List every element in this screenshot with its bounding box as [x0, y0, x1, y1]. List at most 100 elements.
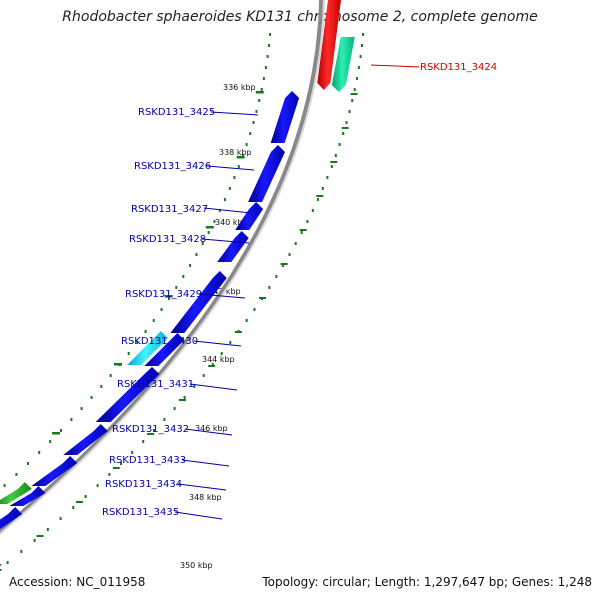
gene-label[interactable]: RSKD131_3429	[125, 289, 202, 300]
gene-leader-line	[193, 340, 242, 347]
gene-leader-line	[181, 459, 230, 467]
gene-rskd131_3425[interactable]	[270, 91, 300, 143]
outer-lane-dot	[120, 462, 122, 465]
gene-rskd131_3432[interactable]	[63, 424, 108, 455]
gene-label[interactable]: RSKD131_3425	[138, 107, 215, 118]
gene-rskd131_3434b[interactable]	[9, 486, 46, 506]
outer-lane-dot	[96, 484, 99, 487]
kbp-tick-label: 336 kbp	[223, 83, 256, 92]
inner-lane-dot	[237, 165, 240, 168]
outer-lane-dot	[59, 517, 62, 520]
gene-leader-line	[197, 293, 246, 299]
inner-lane-dot	[233, 176, 236, 179]
gene-rskd131_3426[interactable]	[248, 145, 285, 202]
inner-lane-dot	[258, 99, 261, 102]
inner-lane-dot	[245, 143, 248, 146]
inner-lane-dot	[15, 473, 18, 476]
inner-lane-dot	[3, 484, 6, 487]
gene-rskd131_3424b[interactable]	[331, 37, 355, 92]
gene-rskd131_3424[interactable]	[317, 0, 341, 90]
inner-lane-dot	[60, 429, 62, 432]
gene-leader-line	[174, 511, 223, 520]
outer-lane-dot	[361, 44, 363, 47]
outer-lane-dot	[353, 88, 356, 91]
outer-lane-dot	[311, 209, 314, 212]
outer-lane-dot	[153, 429, 155, 432]
gene-rskd131_3431[interactable]	[95, 367, 160, 422]
gene-rskd131_3427[interactable]	[235, 202, 264, 230]
gene-rskd131_3430[interactable]	[127, 331, 168, 365]
outer-lane-dot	[142, 440, 145, 443]
inner-lane-dot	[213, 220, 216, 223]
inner-lane-dot	[160, 308, 163, 311]
gene-label[interactable]: RSKD131_3433	[109, 455, 186, 466]
outer-lane-dot	[342, 132, 345, 135]
outer-lane-dot	[330, 165, 333, 168]
outer-lane-dot	[268, 286, 271, 289]
gene-rskd131_3434[interactable]	[0, 482, 32, 504]
gene-label[interactable]: RSKD131_3428	[129, 234, 206, 245]
topology-text: Topology: circular; Length: 1,297,647 bp…	[262, 575, 592, 589]
inner-lane-dot	[228, 187, 231, 190]
inner-lane-dot	[218, 209, 221, 212]
kbp-tick-mark	[255, 91, 264, 94]
outer-scale-dash	[208, 365, 216, 367]
outer-lane-dot	[84, 495, 87, 498]
gene-label[interactable]: RSKD131_3432	[112, 424, 189, 435]
outer-lane-dot	[357, 66, 360, 69]
gene-label[interactable]: RSKD131_3435	[102, 507, 179, 518]
inner-lane-dot	[136, 341, 139, 344]
gene-label[interactable]: RSKD131_3427	[131, 204, 208, 215]
accession-text: Accession: NC_011958	[9, 575, 146, 589]
map-title: Rhodobacter sphaeroides KD131 chromosome…	[62, 9, 538, 25]
outer-lane-dot	[345, 121, 348, 124]
outer-scale-dash	[259, 297, 266, 299]
kbp-tick-mark	[236, 156, 245, 159]
inner-lane-dot	[27, 462, 29, 465]
outer-lane-dot	[300, 231, 303, 234]
kbp-tick-label: 346 kbp	[195, 424, 228, 433]
outer-lane-dot	[46, 528, 49, 531]
gene-leader-line	[210, 111, 259, 116]
outer-scale-dash	[75, 501, 83, 503]
kbp-tick-label: 350 kbp	[180, 561, 213, 570]
gene-label[interactable]: RSKD131_3431	[117, 379, 194, 390]
outer-scale-dash	[330, 161, 338, 163]
outer-scale-dash	[112, 467, 120, 469]
gene-rskd131_3433[interactable]	[31, 456, 78, 486]
gene-rskd131_3429[interactable]	[170, 271, 227, 333]
outer-lane-dot	[183, 396, 186, 399]
gene-label[interactable]: RSKD131_3426	[134, 161, 211, 172]
kbp-tick-label: 338 kbp	[219, 148, 252, 157]
outer-scale-dash	[280, 263, 288, 265]
inner-lane-dot	[262, 77, 265, 80]
outer-lane-dot	[351, 99, 354, 102]
inner-lane-dot	[255, 110, 258, 113]
outer-lane-dot	[33, 539, 36, 542]
gene-rskd131_3428[interactable]	[217, 231, 249, 262]
inner-lane-dot	[127, 352, 130, 355]
kbp-tick-label: 348 kbp	[189, 493, 222, 502]
gene-label[interactable]: RSKD131_3430	[121, 336, 198, 347]
inner-lane-dot	[38, 451, 41, 454]
outer-scale-dash	[299, 229, 307, 231]
outer-lane-dot	[334, 154, 337, 157]
outer-lane-dot	[275, 275, 278, 278]
gene-rskd131_3435[interactable]	[0, 507, 23, 543]
kbp-tick-label: 340 kbp	[215, 218, 248, 227]
outer-scale-dash	[147, 433, 155, 435]
gene-label[interactable]: RSKD131_3434	[105, 479, 182, 490]
outer-lane-dot	[282, 264, 285, 267]
gene-label[interactable]: RSKD131_3424	[420, 62, 497, 73]
gene-rskd131_3430b[interactable]	[144, 333, 185, 366]
outer-lane-dot	[20, 550, 23, 553]
outer-lane-dot	[202, 374, 205, 377]
outer-scale-dash	[234, 331, 242, 333]
inner-lane-dot	[109, 374, 112, 377]
gene-leader-line	[206, 165, 255, 171]
outer-scale-dash	[316, 195, 324, 197]
inner-lane-dot	[264, 66, 267, 69]
gene-bottom_blue[interactable]	[0, 558, 2, 600]
gene-leader-line	[370, 64, 420, 68]
